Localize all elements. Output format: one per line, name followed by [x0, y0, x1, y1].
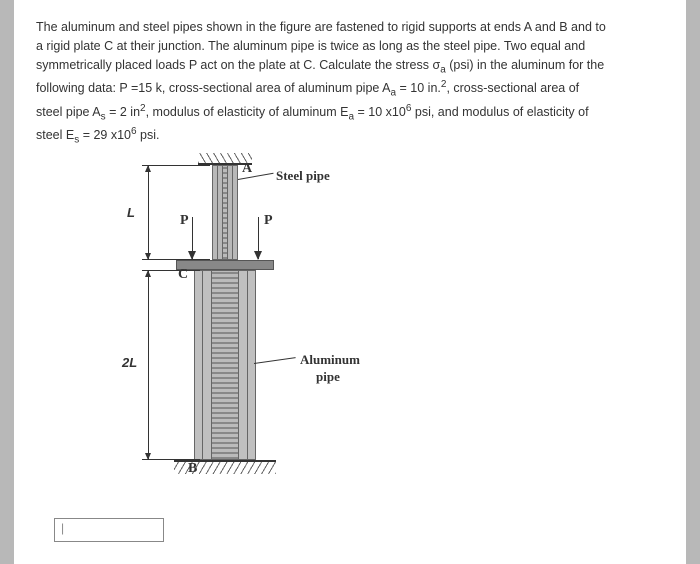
- answer-input[interactable]: |: [54, 518, 164, 542]
- pointer-aluminum: [254, 357, 296, 364]
- label-aluminum-2: pipe: [316, 369, 340, 385]
- problem-statement: The aluminum and steel pipes shown in th…: [36, 18, 664, 148]
- cursor: |: [61, 521, 64, 535]
- text: = 2 in: [106, 105, 140, 119]
- label-L: L: [127, 205, 135, 220]
- text: The aluminum and steel pipes shown in th…: [36, 20, 606, 34]
- label-A: A: [242, 161, 252, 177]
- text: , modulus of elasticity of aluminum E: [146, 105, 349, 119]
- text: psi, and modulus of elasticity of: [411, 105, 588, 119]
- label-C: C: [178, 267, 188, 283]
- problem-page: The aluminum and steel pipes shown in th…: [14, 0, 686, 564]
- label-aluminum-1: Aluminum: [300, 352, 360, 368]
- label-P-left: P: [180, 213, 189, 229]
- steel-pipe: [212, 165, 238, 260]
- dimension-L: [142, 165, 154, 260]
- text: a rigid plate C at their junction. The a…: [36, 39, 585, 53]
- text: = 29 x10: [79, 128, 131, 142]
- plate-c: [176, 260, 274, 270]
- label-2L: 2L: [122, 355, 137, 370]
- label-P-right: P: [264, 213, 273, 229]
- label-B: B: [188, 461, 197, 477]
- label-steel: Steel pipe: [276, 168, 330, 184]
- text: following data: P =15 k, cross-sectional…: [36, 81, 390, 95]
- text: symmetrically placed loads P act on the …: [36, 58, 432, 72]
- load-p-left: [192, 217, 193, 259]
- load-p-right: [258, 217, 259, 259]
- text: steel E: [36, 128, 74, 142]
- text: psi.: [137, 128, 160, 142]
- text: = 10 x10: [354, 105, 406, 119]
- text: = 10 in.: [396, 81, 441, 95]
- text: , cross-sectional area of: [446, 81, 579, 95]
- aluminum-pipe: [194, 270, 256, 460]
- text: (psi) in the aluminum for the: [446, 58, 604, 72]
- dimension-2L: [142, 270, 154, 460]
- diagram: L 2L P P A C B Steel pipe Aluminum pipe: [94, 165, 434, 505]
- text: steel pipe A: [36, 105, 101, 119]
